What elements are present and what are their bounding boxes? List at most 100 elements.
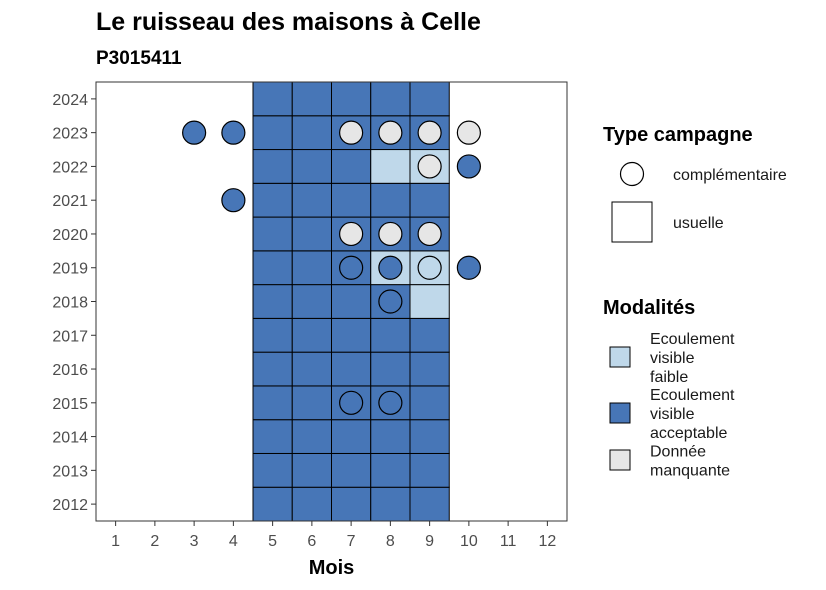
legend-usuelle-key bbox=[611, 201, 653, 243]
tile-2012-9 bbox=[409, 486, 450, 522]
tile-2017-5 bbox=[252, 317, 293, 353]
tile-2022-5 bbox=[252, 149, 293, 184]
y-tick-label: 2020 bbox=[52, 227, 88, 244]
y-tick-label: 2023 bbox=[52, 126, 88, 143]
y-tick-label: 2021 bbox=[52, 193, 88, 210]
tile-2024-6 bbox=[291, 81, 332, 117]
point-2021-4 bbox=[221, 188, 246, 213]
tile-2021-5 bbox=[252, 182, 293, 218]
tile-2021-6 bbox=[291, 182, 332, 218]
tile-2019-5 bbox=[252, 250, 293, 286]
legend-complementaire-key bbox=[619, 161, 645, 187]
tile-2012-7 bbox=[331, 486, 372, 522]
y-axis: 2012 2013 2014 2015 2016 2017 2018 2019 2020 2021… bbox=[52, 92, 96, 514]
x-tick-label: 3 bbox=[190, 533, 199, 550]
x-axis-label: Mois bbox=[309, 557, 355, 579]
point-2023-7 bbox=[339, 120, 364, 145]
tile-2017-7 bbox=[331, 317, 372, 353]
point-2023-3 bbox=[182, 120, 207, 145]
x-tick-label: 9 bbox=[425, 533, 434, 550]
y-tick-label: 2018 bbox=[52, 295, 88, 312]
point-2023-4 bbox=[221, 120, 246, 145]
tile-2021-8 bbox=[370, 182, 411, 218]
y-tick-label: 2015 bbox=[52, 396, 88, 413]
legend-ecoulement_visible_acceptable-label: Ecoulement visible acceptable bbox=[650, 387, 735, 442]
tile-2017-8 bbox=[370, 317, 411, 353]
tile-2012-5 bbox=[252, 486, 293, 522]
legend-ecoulement_visible_faible-key bbox=[609, 346, 631, 368]
legend-usuelle-label: usuelle bbox=[673, 215, 724, 232]
tile-2014-8 bbox=[370, 419, 411, 454]
x-tick-label: 7 bbox=[347, 533, 356, 550]
tile-2015-9 bbox=[409, 385, 450, 421]
tile-2013-9 bbox=[409, 452, 450, 488]
point-2019-7 bbox=[339, 255, 364, 280]
tile-2022-6 bbox=[291, 149, 332, 184]
y-tick-label: 2014 bbox=[52, 430, 88, 447]
y-tick-label: 2019 bbox=[52, 261, 88, 278]
tile-2013-7 bbox=[331, 452, 372, 488]
x-tick-label: 11 bbox=[500, 533, 517, 550]
chart-subtitle: P3015411 bbox=[96, 48, 182, 69]
point-2020-8 bbox=[378, 221, 403, 247]
point-2022-9 bbox=[417, 154, 442, 179]
tile-2014-9 bbox=[409, 419, 450, 454]
point-2020-7 bbox=[339, 221, 364, 247]
legend-ecoulement_visible_acceptable-key bbox=[609, 402, 631, 424]
tile-2013-5 bbox=[252, 452, 293, 488]
y-tick-label: 2012 bbox=[52, 497, 88, 514]
y-tick-label: 2016 bbox=[52, 362, 88, 379]
tile-2013-8 bbox=[370, 452, 411, 488]
tile-2018-6 bbox=[291, 284, 332, 319]
tile-2016-8 bbox=[370, 351, 411, 387]
tile-2017-9 bbox=[409, 317, 450, 353]
tile-2024-7 bbox=[331, 81, 372, 117]
tile-2013-6 bbox=[291, 452, 332, 488]
tile-2016-5 bbox=[252, 351, 293, 387]
legend-ecoulement_visible_faible-label: Ecoulement visible faible bbox=[650, 331, 735, 386]
tile-2017-6 bbox=[291, 317, 332, 353]
point-2019-9 bbox=[417, 255, 442, 280]
tile-2021-7 bbox=[331, 182, 372, 218]
tile-2018-9 bbox=[409, 284, 450, 319]
tile-2016-6 bbox=[291, 351, 332, 387]
tile-2018-5 bbox=[252, 284, 293, 319]
tile-2016-9 bbox=[409, 351, 450, 387]
tile-2024-8 bbox=[370, 81, 411, 117]
legend-type-campagne: Type campagne complémentaire usuelle bbox=[603, 124, 787, 243]
tile-2020-6 bbox=[291, 216, 332, 252]
point-2019-10 bbox=[456, 255, 481, 280]
legend-complementaire-label: complémentaire bbox=[673, 167, 787, 184]
x-tick-label: 6 bbox=[307, 533, 316, 550]
legend-donnee_manquante-label: Donnée manquante bbox=[650, 444, 730, 480]
point-2023-8 bbox=[378, 120, 403, 145]
tile-2023-6 bbox=[291, 115, 332, 151]
tile-2018-7 bbox=[331, 284, 372, 319]
tile-2014-7 bbox=[331, 419, 372, 454]
chart-title: Le ruisseau des maisons à Celle bbox=[96, 8, 481, 36]
y-tick-label: 2022 bbox=[52, 159, 88, 176]
x-tick-label: 4 bbox=[229, 533, 238, 550]
point-2020-9 bbox=[417, 221, 442, 247]
point-2015-8 bbox=[378, 390, 403, 415]
tile-2022-7 bbox=[331, 149, 372, 184]
x-tick-label: 8 bbox=[386, 533, 395, 550]
tile-2020-5 bbox=[252, 216, 293, 252]
x-axis: 1 2 3 4 5 6 7 8 9 10 11 12 bbox=[111, 521, 556, 550]
tile-2014-6 bbox=[291, 419, 332, 454]
tile-2024-9 bbox=[409, 81, 450, 117]
y-tick-label: 2013 bbox=[52, 463, 88, 480]
x-tick-label: 1 bbox=[111, 533, 120, 550]
tile-2023-5 bbox=[252, 115, 293, 151]
x-tick-label: 2 bbox=[150, 533, 159, 550]
tile-2019-6 bbox=[291, 250, 332, 286]
legend-type-title: Type campagne bbox=[603, 124, 753, 146]
tile-2015-5 bbox=[252, 385, 293, 421]
x-tick-label: 12 bbox=[538, 533, 556, 550]
tile-2016-7 bbox=[331, 351, 372, 387]
tile-2021-9 bbox=[409, 182, 450, 218]
legend-modalites: Modalités Ecoulement visible faibleEcoulem… bbox=[603, 297, 735, 480]
tile-2014-5 bbox=[252, 419, 293, 454]
tile-2012-6 bbox=[291, 486, 332, 522]
